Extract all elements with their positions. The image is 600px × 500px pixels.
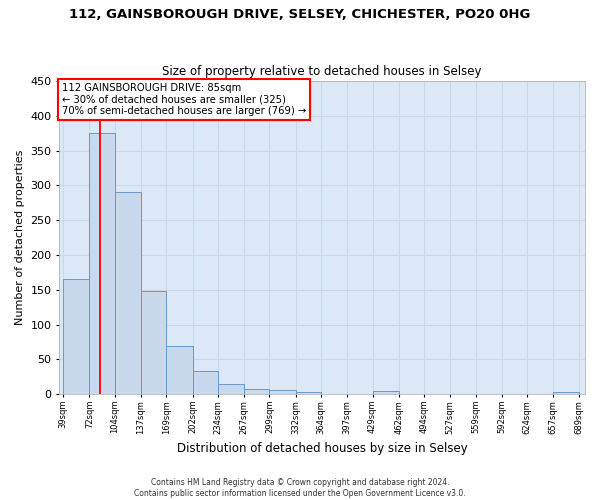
Title: Size of property relative to detached houses in Selsey: Size of property relative to detached ho… [163, 66, 482, 78]
Bar [296, 392, 321, 394]
Bar [115, 192, 141, 394]
Bar [553, 392, 578, 394]
X-axis label: Distribution of detached houses by size in Selsey: Distribution of detached houses by size … [177, 442, 467, 455]
Bar [193, 372, 218, 394]
Bar [63, 280, 89, 394]
Text: 112 GAINSBOROUGH DRIVE: 85sqm
← 30% of detached houses are smaller (325)
70% of : 112 GAINSBOROUGH DRIVE: 85sqm ← 30% of d… [62, 83, 306, 116]
Bar [373, 391, 398, 394]
Bar [244, 390, 269, 394]
Bar [141, 291, 166, 394]
Bar [166, 346, 193, 394]
Bar [218, 384, 244, 394]
Bar [89, 134, 115, 394]
Text: 112, GAINSBOROUGH DRIVE, SELSEY, CHICHESTER, PO20 0HG: 112, GAINSBOROUGH DRIVE, SELSEY, CHICHES… [70, 8, 530, 20]
Text: Contains HM Land Registry data © Crown copyright and database right 2024.
Contai: Contains HM Land Registry data © Crown c… [134, 478, 466, 498]
Bar [269, 390, 296, 394]
Y-axis label: Number of detached properties: Number of detached properties [15, 150, 25, 326]
